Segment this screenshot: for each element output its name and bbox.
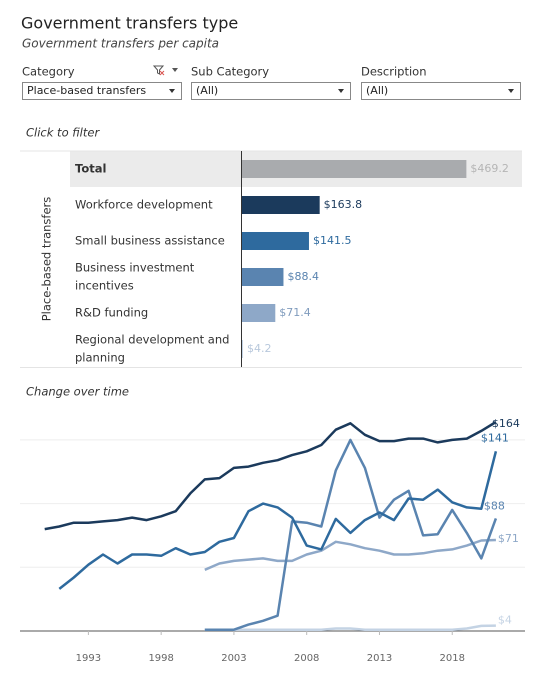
dropdown-value: Place-based transfers [27,84,146,97]
series-line [204,624,496,631]
category-label: Workforce development [75,198,213,212]
x-tick-label: 1993 [76,653,101,664]
dropdown-value: (All) [366,84,388,97]
bar-row[interactable]: Small business assistance $141.5 [75,232,351,250]
end-label: $4 [498,614,512,627]
end-label: $141 [481,431,509,444]
menu-arrow [172,68,178,72]
value-label: $88.4 [287,270,319,283]
dropdown[interactable] [361,82,521,100]
bar [241,304,276,322]
category-label: planning [75,351,125,365]
series-line [58,450,498,590]
dropdown-arrow [338,89,344,93]
category-label: Regional development and [75,333,229,347]
dropdown[interactable] [22,82,182,100]
bar [241,340,244,358]
line-chart: 1993 1998 2003 2008 2013 2018 $4 $71 $88 $141$164 [20,417,525,664]
x-tick-label: 2003 [221,653,246,664]
bar [241,160,467,178]
end-label: $71 [498,532,519,545]
dropdown-arrow [508,89,514,93]
bar-row[interactable]: Total $469.2 [75,160,509,178]
end-label: $88 [484,499,505,512]
dropdown-arrow [169,89,175,93]
x-tick-label: 2013 [367,653,392,664]
end-label: $164 [492,417,520,430]
dropdown[interactable] [191,82,351,100]
section-title: Click to filter [26,126,100,140]
bar-row[interactable]: Regional development and planning $4.2 [75,333,272,365]
bar-row[interactable]: Business investment incentives $88.4 [75,261,319,293]
series-line [44,420,497,531]
bar-row[interactable]: R&D funding $71.4 [75,304,311,322]
bar-row[interactable]: Workforce development $163.8 [75,196,362,214]
filter-label: Description [361,65,427,79]
series-line [204,438,498,631]
category-label: Small business assistance [75,234,225,248]
bar [241,232,309,250]
value-label: $469.2 [470,162,509,175]
value-label: $141.5 [313,234,352,247]
subtitle: Government transfers per capita [22,37,219,51]
clear-icon [159,70,165,76]
x-tick-label: 2008 [294,653,319,664]
bar [241,196,320,214]
filter-label: Category [22,65,75,79]
x-tick-label: 1998 [148,653,173,664]
filter-label: Sub Category [191,65,269,79]
filter-icon[interactable] [152,65,178,76]
funnel-icon [152,65,165,75]
category-label: R&D funding [75,306,148,320]
section-title: Change over time [26,385,129,399]
category-label: Business investment [75,261,195,275]
value-label: $4.2 [247,342,272,355]
category-label: incentives [75,279,134,293]
value-label: $71.4 [279,306,311,319]
dropdown-value: (All) [196,84,218,97]
row-axis-label: Place-based transfers [40,197,54,322]
category-label: Total [75,162,106,176]
bar-chart: Total $469.2 Workforce development $163.8 Sm… [75,151,509,367]
value-label: $163.8 [324,198,363,211]
series-line [204,538,496,571]
x-tick-label: 2018 [440,653,465,664]
bar [241,268,284,286]
title: Government transfers type [21,14,238,33]
filters: Category Place-based transfers Sub Categ… [22,65,521,100]
